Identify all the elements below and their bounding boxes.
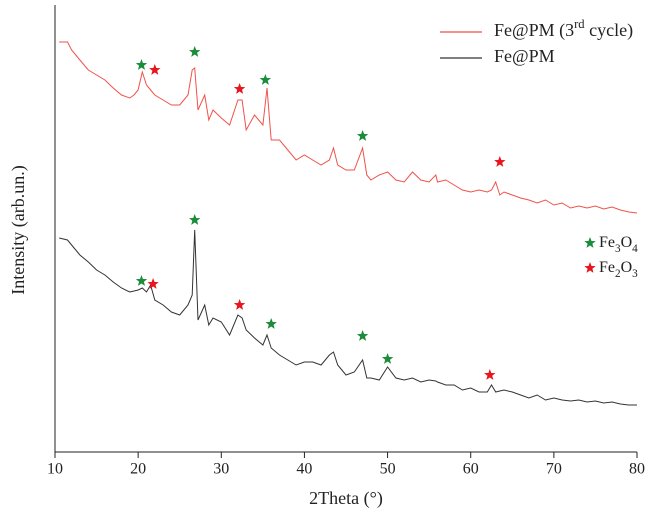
phase-marker xyxy=(189,214,201,225)
series-line xyxy=(59,41,638,214)
phase-marker xyxy=(356,130,369,141)
x-tick-label: 30 xyxy=(213,461,229,478)
phase-marker xyxy=(147,278,159,289)
phase-marker xyxy=(233,299,246,310)
phase-marker xyxy=(149,64,161,75)
legend-label: Fe3O4 xyxy=(599,234,638,255)
phase-marker xyxy=(135,59,148,70)
x-axis-label: 2Theta (°) xyxy=(309,488,383,509)
phase-marker xyxy=(135,275,148,286)
x-tick-label: 60 xyxy=(463,461,479,478)
phase-marker xyxy=(259,74,272,85)
legend-marker xyxy=(584,262,596,273)
x-tick-label: 70 xyxy=(546,461,562,478)
series-line xyxy=(59,229,637,406)
y-axis-label: Intensity (arb.un.) xyxy=(8,165,29,294)
legend-label: Fe@PM (3rd cycle) xyxy=(494,17,633,41)
phase-marker xyxy=(265,318,277,329)
x-tick-label: 10 xyxy=(47,461,63,478)
x-tick-label: 20 xyxy=(130,461,146,478)
x-tick-label: 50 xyxy=(380,461,396,478)
phase-marker xyxy=(484,369,496,380)
x-tick-label: 40 xyxy=(296,461,312,478)
legend-marker xyxy=(584,237,596,248)
legend-label: Fe2O3 xyxy=(599,259,638,280)
phase-marker xyxy=(381,353,394,364)
phase-marker xyxy=(494,156,506,167)
phase-marker xyxy=(356,330,369,341)
phase-marker xyxy=(189,46,201,57)
x-tick-label: 80 xyxy=(629,461,645,478)
legend-label: Fe@PM xyxy=(494,46,555,66)
phase-marker xyxy=(233,83,246,94)
